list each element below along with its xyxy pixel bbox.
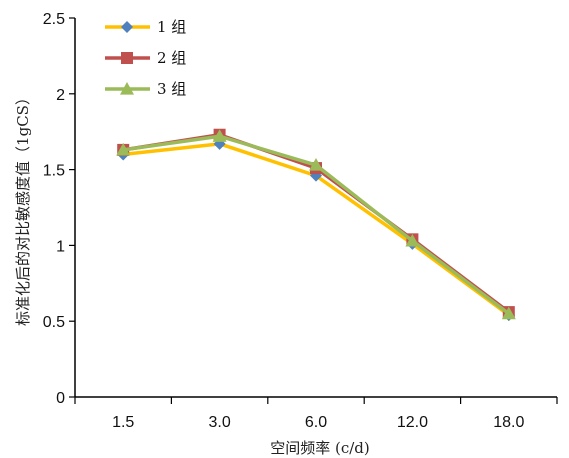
y-axis-label: 标准化后的对比敏感度值（1gCS） — [14, 90, 32, 326]
series-group-2 — [117, 128, 515, 319]
legend-label: 2 组 — [157, 49, 186, 67]
y-tick-label: 2.5 — [43, 11, 65, 28]
legend-marker — [121, 52, 133, 64]
y-tick-label: 2 — [56, 87, 65, 104]
x-tick-label: 6.0 — [305, 414, 327, 431]
data-point-3 — [212, 129, 227, 142]
series-group-3 — [116, 129, 516, 320]
x-axis-ticks: 1.5 3.0 6.0 12.0 18.0 — [74, 397, 558, 431]
x-tick-label: 12.0 — [397, 414, 428, 431]
legend-marker — [121, 21, 133, 33]
x-tick-label: 1.5 — [112, 414, 134, 431]
y-axis-ticks: 0 0.5 1 1.5 2 2.5 — [43, 11, 75, 407]
y-tick-label: 1 — [56, 238, 65, 255]
legend-label: 1 组 — [157, 18, 186, 36]
legend-label: 3 组 — [157, 80, 186, 98]
legend-item-2: 2 组 — [105, 49, 186, 67]
series-layer — [116, 128, 516, 322]
legend: 1 组 2 组 3 组 — [105, 18, 186, 98]
legend-item-1: 1 组 — [105, 18, 186, 36]
x-tick-label: 3.0 — [208, 414, 230, 431]
x-axis-label: 空间频率 (c/d) — [270, 439, 370, 457]
data-point-3 — [405, 233, 420, 247]
data-point-3 — [116, 142, 131, 156]
legend-item-3: 3 组 — [105, 80, 186, 98]
y-tick-label: 0 — [56, 390, 65, 407]
y-tick-label: 0.5 — [43, 314, 65, 331]
data-point-3 — [501, 306, 516, 320]
data-point-3 — [309, 158, 323, 171]
y-tick-label: 1.5 — [43, 163, 65, 180]
x-tick-label: 18.0 — [493, 414, 524, 431]
legend-marker — [120, 82, 134, 95]
axes — [74, 18, 557, 398]
